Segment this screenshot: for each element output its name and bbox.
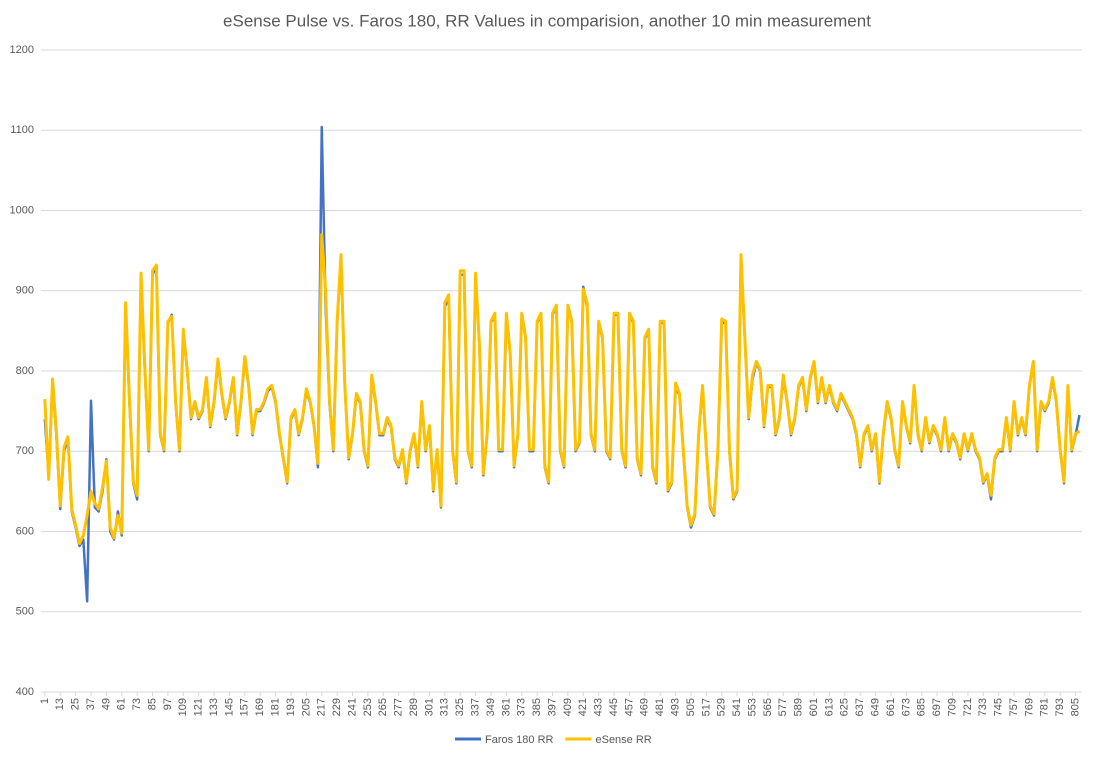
- x-tick-label: 805: [1069, 698, 1081, 716]
- x-tick-label: 253: [362, 698, 374, 716]
- chart-title: eSense Pulse vs. Faros 180, RR Values in…: [223, 11, 871, 30]
- x-tick-label: 637: [854, 698, 866, 716]
- x-tick-label: 709: [946, 698, 958, 716]
- x-tick-label: 313: [439, 698, 451, 716]
- x-tick-label: 157: [239, 698, 251, 716]
- x-tick-label: 37: [85, 698, 97, 710]
- x-tick-label: 265: [377, 698, 389, 716]
- x-tick-label: 85: [146, 698, 158, 710]
- x-tick-label: 613: [823, 698, 835, 716]
- x-tick-label: 601: [808, 698, 820, 716]
- x-tick-label: 289: [408, 698, 420, 716]
- x-tick-label: 421: [577, 698, 589, 716]
- x-tick-label: 49: [100, 698, 112, 710]
- x-tick-label: 181: [270, 698, 282, 716]
- x-tick-label: 457: [623, 698, 635, 716]
- x-tick-label: 13: [54, 698, 66, 710]
- x-tick-label: 697: [931, 698, 943, 716]
- y-tick-label: 500: [16, 606, 34, 618]
- legend-label: Faros 180 RR: [485, 734, 554, 746]
- x-tick-label: 721: [962, 698, 974, 716]
- x-tick-label: 145: [223, 698, 235, 716]
- x-tick-label: 325: [454, 698, 466, 716]
- x-tick-label: 73: [131, 698, 143, 710]
- x-tick-label: 649: [870, 698, 882, 716]
- series-line: [43, 233, 1081, 546]
- x-tick-label: 769: [1023, 698, 1035, 716]
- x-tick-label: 445: [608, 698, 620, 716]
- x-tick-label: 661: [885, 698, 897, 716]
- x-tick-label: 793: [1054, 698, 1066, 716]
- x-tick-label: 517: [700, 698, 712, 716]
- x-tick-label: 121: [193, 698, 205, 716]
- x-tick-label: 433: [593, 698, 605, 716]
- x-tick-label: 385: [531, 698, 543, 716]
- x-tick-label: 217: [316, 698, 328, 716]
- y-tick-label: 1200: [10, 44, 34, 56]
- x-tick-label: 529: [716, 698, 728, 716]
- x-tick-label: 337: [470, 698, 482, 716]
- x-tick-label: 301: [423, 698, 435, 716]
- x-tick-label: 241: [346, 698, 358, 716]
- x-tick-label: 277: [393, 698, 405, 716]
- x-tick-label: 1: [39, 698, 51, 704]
- y-tick-label: 700: [16, 445, 34, 457]
- x-tick-label: 745: [993, 698, 1005, 716]
- x-tick-label: 757: [1008, 698, 1020, 716]
- x-tick-label: 781: [1039, 698, 1051, 716]
- x-tick-label: 673: [900, 698, 912, 716]
- y-tick-label: 900: [16, 285, 34, 297]
- x-tick-label: 229: [331, 698, 343, 716]
- x-tick-label: 373: [516, 698, 528, 716]
- x-tick-label: 409: [562, 698, 574, 716]
- y-tick-label: 600: [16, 525, 34, 537]
- x-tick-label: 541: [731, 698, 743, 716]
- x-tick-label: 685: [916, 698, 928, 716]
- x-tick-label: 109: [177, 698, 189, 716]
- x-tick-label: 589: [793, 698, 805, 716]
- x-tick-label: 469: [639, 698, 651, 716]
- x-tick-label: 505: [685, 698, 697, 716]
- x-tick-label: 61: [116, 698, 128, 710]
- y-tick-label: 800: [16, 365, 34, 377]
- y-tick-label: 1000: [10, 204, 34, 216]
- y-tick-label: 1100: [10, 124, 34, 136]
- x-tick-label: 97: [162, 698, 174, 710]
- x-tick-label: 481: [654, 698, 666, 716]
- series-line: [43, 125, 1081, 603]
- x-tick-label: 733: [977, 698, 989, 716]
- x-tick-label: 133: [208, 698, 220, 716]
- x-tick-label: 577: [777, 698, 789, 716]
- x-tick-label: 493: [670, 698, 682, 716]
- x-tick-label: 169: [254, 698, 266, 716]
- y-tick-label: 400: [16, 686, 34, 698]
- x-tick-label: 397: [546, 698, 558, 716]
- x-tick-label: 193: [285, 698, 297, 716]
- x-tick-label: 349: [485, 698, 497, 716]
- legend-label: eSense RR: [595, 734, 651, 746]
- x-tick-label: 553: [746, 698, 758, 716]
- x-tick-label: 565: [762, 698, 774, 716]
- x-tick-label: 625: [839, 698, 851, 716]
- x-tick-label: 205: [300, 698, 312, 716]
- x-tick-label: 361: [500, 698, 512, 716]
- x-tick-label: 25: [70, 698, 82, 710]
